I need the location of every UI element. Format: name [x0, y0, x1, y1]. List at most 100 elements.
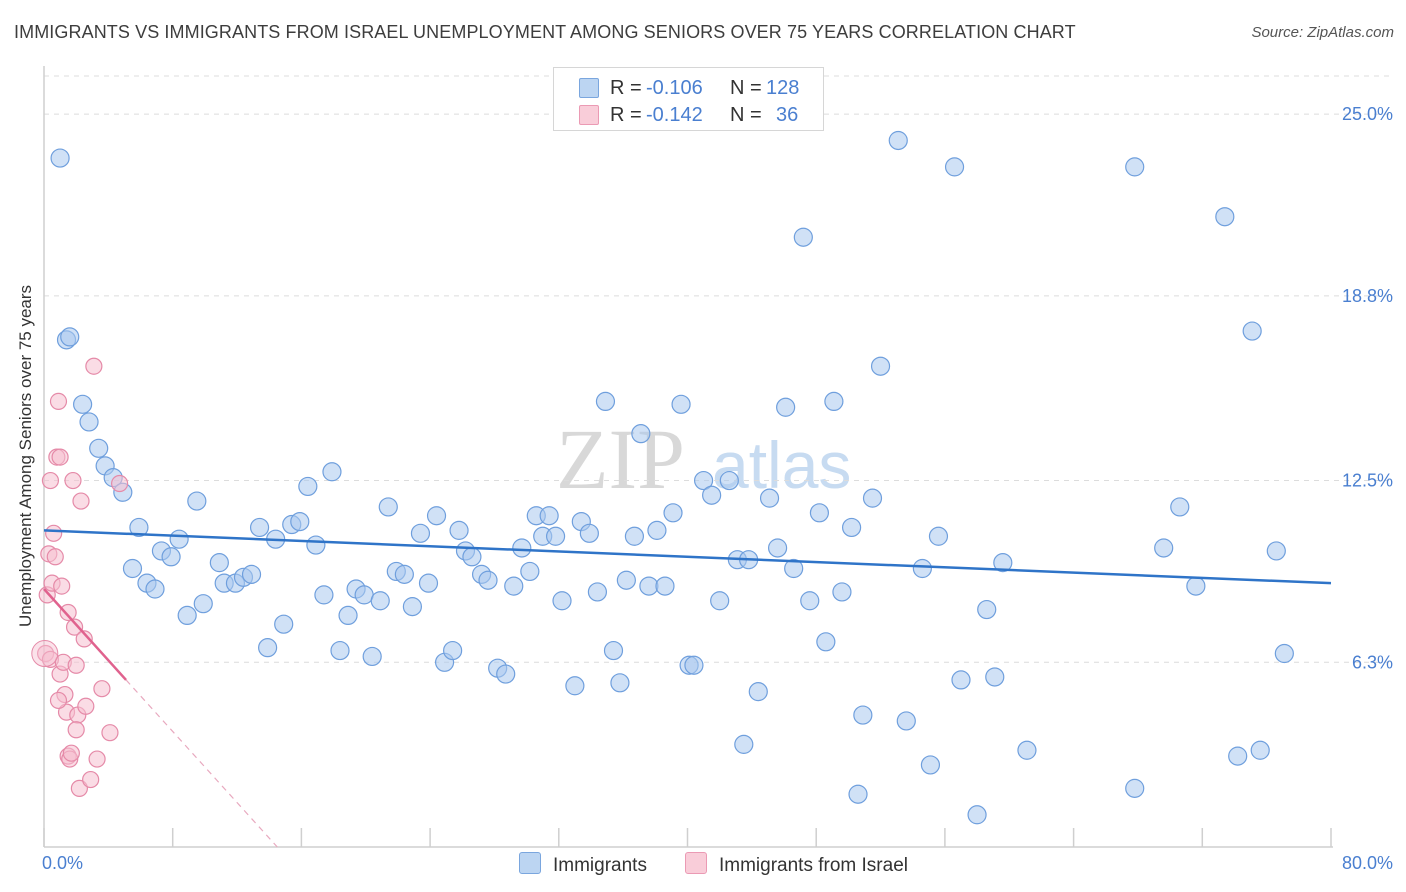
immigrants-point — [1228, 746, 1248, 766]
immigrants-point — [520, 561, 540, 582]
israel-point — [75, 630, 93, 648]
israel-point — [88, 750, 106, 768]
immigrants-point — [496, 664, 516, 684]
israel-point — [64, 471, 82, 490]
correlation-legend: R = -0.106 N = 128 R = -0.142 N = 36 — [553, 67, 824, 131]
immigrants-point — [1266, 541, 1286, 561]
immigrants-point — [920, 755, 941, 775]
immigrants-point — [545, 526, 566, 546]
n-label: N = — [730, 104, 762, 126]
series-legend: Immigrants Immigrants from Israel — [0, 852, 1406, 878]
immigrants-point — [793, 227, 813, 247]
immigrants-point — [800, 591, 820, 611]
immigrants-point — [1017, 740, 1037, 760]
immigrants-point — [985, 667, 1005, 687]
israel-trendline — [43, 588, 127, 681]
immigrants-point — [977, 599, 997, 620]
immigrants-point — [187, 491, 207, 511]
immigrants-point — [824, 391, 844, 412]
immigrants-point — [60, 327, 80, 347]
immigrants-point — [1215, 207, 1235, 227]
israel-point — [49, 691, 68, 710]
chart-title: IMMIGRANTS VS IMMIGRANTS FROM ISRAEL UNE… — [14, 22, 1076, 42]
immigrants-point — [587, 582, 608, 602]
immigrants-point — [122, 558, 143, 579]
immigrants-point — [418, 573, 439, 593]
israel-point — [72, 492, 90, 510]
immigrants-point — [832, 582, 852, 602]
legend-row-immigrants: R = -0.106 N = 128 — [554, 74, 823, 100]
immigrants-point — [298, 476, 318, 497]
immigrants-point — [338, 605, 358, 626]
immigrants-point — [73, 394, 93, 414]
watermark-atlas: atlas — [712, 428, 851, 502]
israel-trendline-extension — [125, 679, 278, 848]
x-tick-label: 0.0% — [42, 853, 83, 873]
immigrants-point — [539, 506, 559, 526]
immigrants-point — [1250, 740, 1270, 760]
israel-point — [101, 724, 119, 742]
immigrants-point — [79, 412, 99, 432]
israel-point — [77, 697, 95, 715]
immigrants-point — [912, 558, 932, 579]
immigrants-point — [967, 805, 987, 825]
immigrants-point — [177, 605, 197, 626]
r-label: R = — [610, 77, 642, 99]
r-value: -0.106 — [646, 77, 703, 99]
immigrants-point — [249, 517, 270, 538]
immigrants-point — [370, 591, 390, 611]
y-tick-label: 18.8% — [1342, 286, 1393, 306]
immigrants-point — [888, 130, 908, 151]
immigrants-point — [993, 553, 1013, 573]
immigrants-point — [145, 579, 165, 599]
israel-point — [49, 392, 68, 411]
immigrants-point — [552, 591, 572, 611]
immigrants-point — [274, 614, 294, 634]
immigrants-point — [896, 711, 916, 731]
immigrants-point — [314, 585, 334, 605]
legend-label: Immigrants from Israel — [719, 855, 908, 876]
immigrants-point — [684, 655, 704, 675]
immigrants-point — [870, 356, 891, 376]
immigrants-point — [306, 535, 326, 555]
immigrants-point — [290, 511, 310, 532]
n-value: 36 — [776, 104, 799, 126]
watermark-zip: ZIP — [556, 411, 685, 507]
immigrants-point — [378, 497, 398, 517]
immigrants-point — [809, 503, 830, 523]
israel-point — [51, 448, 69, 466]
immigrants-point — [410, 523, 431, 543]
immigrants-point — [841, 517, 862, 538]
immigrants-point — [693, 470, 714, 491]
israel-point — [31, 640, 59, 668]
immigrants-point — [161, 547, 181, 567]
immigrants-point — [512, 538, 532, 558]
immigrants-point — [719, 470, 739, 491]
y-tick-label: 6.3% — [1352, 652, 1393, 672]
y-tick-label: 12.5% — [1342, 471, 1393, 491]
n-value: 128 — [766, 77, 800, 99]
immigrants-point — [478, 570, 498, 590]
x-tick-label: 80.0% — [1342, 853, 1393, 873]
immigrants-point — [504, 576, 524, 596]
immigrants-point — [50, 148, 70, 168]
r-value: -0.142 — [646, 104, 703, 126]
immigrants-point — [639, 576, 659, 596]
immigrants-point — [579, 523, 599, 543]
legend-label: Immigrants — [553, 855, 647, 876]
immigrants-point — [565, 676, 585, 696]
r-label: R = — [610, 104, 642, 126]
israel-point — [93, 680, 111, 698]
blue-swatch — [579, 78, 599, 98]
legend-item-israel: Immigrants from Israel — [685, 852, 908, 877]
immigrants-point — [322, 462, 342, 482]
israel-point — [53, 577, 71, 595]
israel-point — [67, 721, 85, 739]
immigrants-point — [258, 638, 278, 658]
immigrants-trendline — [43, 529, 1332, 585]
immigrants-point — [944, 157, 965, 177]
immigrants-point — [759, 488, 780, 508]
israel-point — [65, 618, 84, 636]
immigrants-point — [951, 670, 971, 690]
